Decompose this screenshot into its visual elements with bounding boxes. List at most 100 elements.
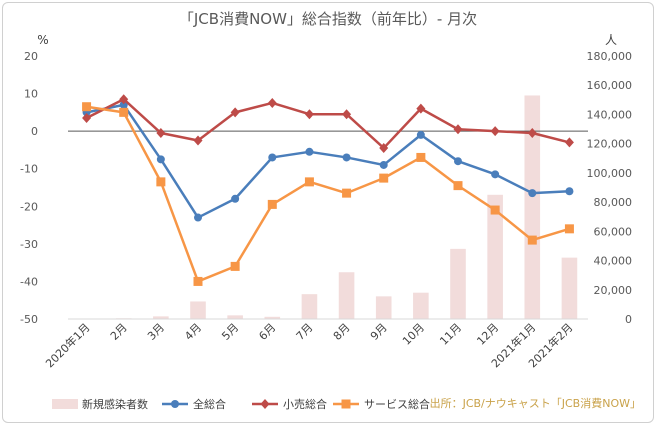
y-left-tick-label: 0	[31, 125, 38, 138]
x-tick-label: 10月	[400, 321, 427, 348]
legend-swatch-cases	[52, 399, 78, 409]
marker-square	[304, 177, 314, 187]
bar-cases	[338, 272, 355, 319]
bar-cases	[524, 95, 541, 319]
marker-diamond	[490, 126, 500, 137]
source-note: 出所：JCB/ナウキャスト「JCB消費NOW」	[430, 396, 641, 410]
y-right-tick-label: 0	[625, 313, 632, 326]
marker-diamond	[119, 94, 129, 105]
marker-square	[527, 235, 537, 245]
y-right-tick-label: 120,000	[587, 138, 633, 151]
legend-label: サービス総合	[364, 397, 430, 411]
marker-square	[119, 107, 129, 117]
marker-circle	[119, 100, 128, 109]
marker-circle	[268, 153, 277, 162]
marker-diamond	[379, 143, 389, 154]
marker-diamond	[342, 109, 352, 120]
marker-circle	[528, 189, 537, 198]
legend-label-cases: 新規感染者数	[82, 397, 148, 411]
series-line	[86, 103, 570, 219]
series-line	[86, 105, 570, 283]
x-tick-label: 11月	[437, 321, 464, 348]
y-right-tick-label: 20,000	[594, 284, 633, 297]
y-right-unit: 人	[605, 33, 617, 47]
bar-cases	[301, 294, 318, 319]
marker-diamond	[527, 128, 537, 139]
y-right-tick-label: 80,000	[594, 196, 633, 209]
x-tick-label: 8月	[331, 321, 353, 343]
marker-square	[490, 205, 500, 215]
x-tick-label: 4月	[182, 321, 204, 343]
bar-cases	[413, 292, 429, 319]
marker-circle	[416, 130, 425, 139]
marker-circle	[305, 147, 314, 156]
series-line	[86, 97, 570, 150]
bar-cases	[561, 257, 578, 319]
marker-diamond	[416, 103, 426, 114]
y-right-tick-label: 60,000	[594, 225, 633, 238]
marker-diamond	[260, 399, 270, 409]
marker-diamond	[304, 109, 314, 120]
marker-square	[341, 399, 351, 409]
y-left-unit: %	[37, 33, 48, 47]
y-left-tick-label: 20	[24, 50, 38, 63]
x-tick-label: 9月	[368, 321, 390, 343]
x-tick-label: 2月	[108, 321, 130, 343]
marker-diamond	[230, 107, 240, 118]
legend-label: 小売総合	[283, 397, 327, 411]
y-right-tick-label: 140,000	[587, 108, 633, 121]
legend-label: 全総合	[193, 397, 226, 411]
y-left-tick-label: 10	[24, 88, 38, 101]
marker-square	[193, 276, 203, 286]
bar-cases	[375, 296, 392, 319]
marker-circle	[194, 213, 202, 222]
marker-circle	[231, 194, 240, 203]
bar-cases	[227, 315, 243, 319]
y-right-tick-label: 100,000	[587, 167, 633, 180]
x-tick-label: 5月	[219, 321, 241, 343]
marker-circle	[171, 400, 179, 408]
y-right-tick-label: 40,000	[594, 255, 633, 268]
marker-square	[379, 173, 389, 183]
marker-square	[230, 261, 240, 271]
chart-title: 「JCB消費NOW」総合指数（前年比）- 月次	[179, 10, 477, 28]
bar-cases	[190, 301, 206, 319]
y-left-tick-label: -30	[20, 238, 38, 251]
x-tick-label: 3月	[145, 321, 167, 343]
marker-diamond	[267, 97, 277, 108]
marker-circle	[454, 157, 462, 166]
y-left-tick-label: -40	[20, 275, 38, 288]
x-tick-label: 7月	[294, 321, 316, 343]
x-tick-label: 12月	[474, 321, 501, 348]
marker-circle	[379, 160, 388, 169]
marker-square	[342, 188, 352, 198]
y-right-tick-label: 180,000	[587, 50, 633, 63]
marker-square	[416, 152, 426, 162]
bar-cases	[153, 316, 169, 319]
y-left-tick-label: -20	[20, 200, 38, 213]
marker-circle	[491, 170, 500, 179]
x-tick-label: 2020年1月	[42, 320, 92, 370]
marker-diamond	[453, 124, 463, 135]
y-right-tick-label: 160,000	[587, 79, 633, 92]
marker-square	[156, 177, 166, 187]
marker-circle	[565, 187, 574, 196]
y-left-tick-label: -50	[20, 313, 38, 326]
bar-cases	[264, 316, 281, 319]
y-left-tick-label: -10	[20, 163, 38, 176]
marker-square	[82, 102, 92, 112]
bar-cases	[487, 194, 503, 319]
marker-circle	[156, 155, 165, 164]
marker-circle	[342, 153, 351, 162]
bar-cases	[450, 248, 466, 319]
marker-square	[267, 199, 277, 209]
marker-diamond	[564, 137, 574, 148]
marker-square	[453, 181, 463, 191]
x-tick-label: 6月	[256, 321, 278, 343]
marker-diamond	[193, 135, 203, 146]
marker-diamond	[82, 112, 92, 123]
marker-diamond	[156, 128, 166, 139]
marker-square	[564, 224, 574, 234]
